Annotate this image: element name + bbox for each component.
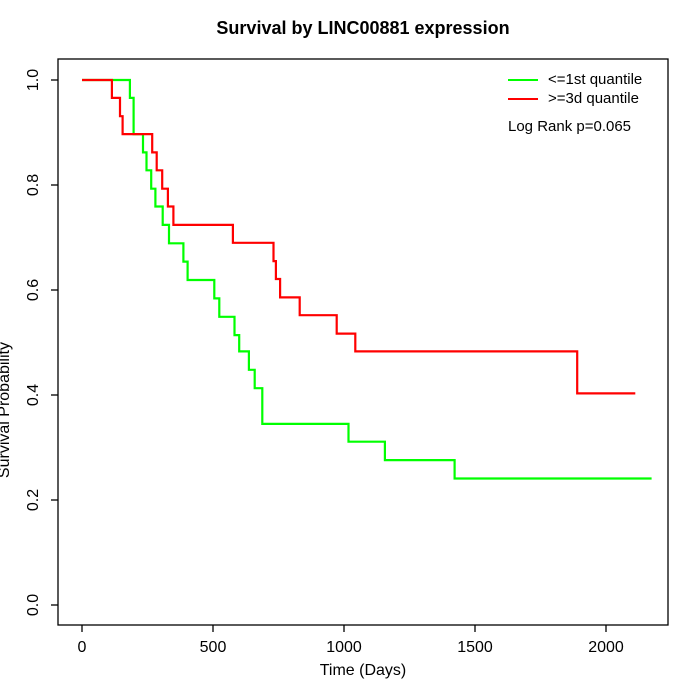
y-tick-label: 0.0 (25, 594, 42, 616)
y-tick-label: 0.6 (25, 279, 42, 301)
legend: <=1st quantile >=3d quantile Log Rank p=… (508, 70, 642, 135)
x-tick-label: 500 (200, 639, 227, 656)
x-tick-label: 1000 (326, 639, 362, 656)
x-axis-label: Time (Days) (319, 662, 407, 679)
legend-item-third-quantile: >=3d quantile (508, 89, 642, 108)
red-line-sample-icon (508, 97, 538, 100)
chart-title: Survival by LINC00881 expression (216, 18, 510, 38)
x-tick-label: 0 (78, 639, 87, 656)
legend-label-third-quantile: >=3d quantile (548, 90, 639, 107)
y-axis-label: Survival Probability (0, 342, 13, 479)
y-tick-label: 0.2 (25, 489, 42, 511)
y-tick-label: 1.0 (25, 69, 42, 91)
survival-curve-green (82, 78, 652, 480)
legend-item-first-quantile: <=1st quantile (508, 70, 642, 89)
x-tick-label: 1500 (457, 639, 493, 656)
plot-border (57, 58, 669, 626)
y-tick-label: 0.8 (25, 174, 42, 196)
log-rank-annotation: Log Rank p=0.065 (508, 118, 632, 135)
legend-label-first-quantile: <=1st quantile (548, 71, 643, 88)
y-tick-label: 0.4 (25, 384, 42, 406)
x-tick-label: 2000 (588, 639, 624, 656)
green-line-sample-icon (508, 78, 538, 81)
survival-curve-red (82, 78, 636, 395)
